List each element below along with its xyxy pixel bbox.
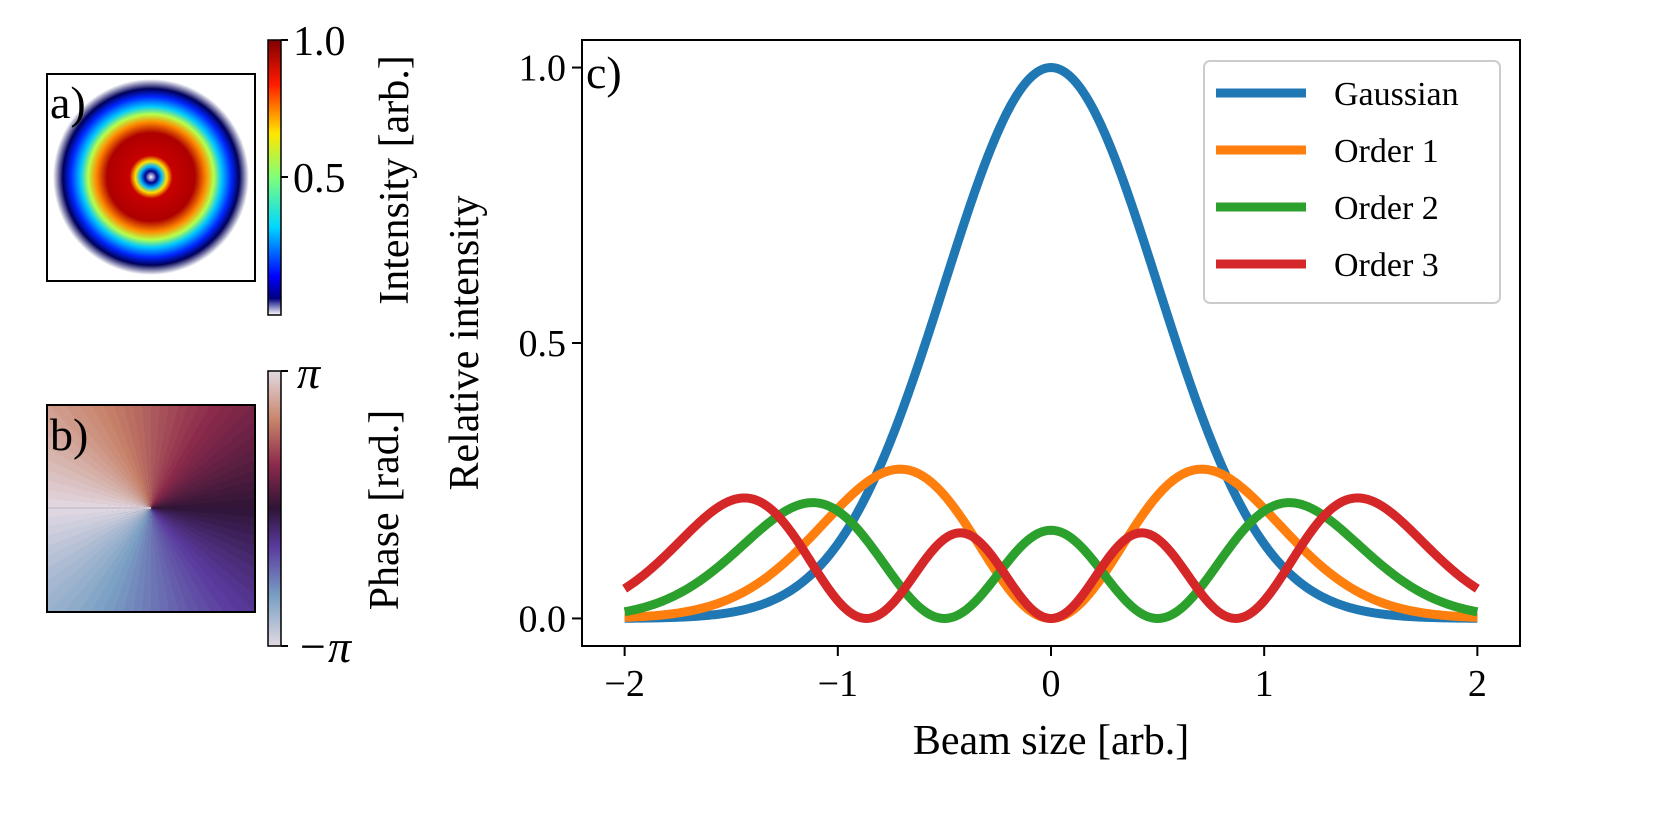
phase-colorbar: π −π Phase [rad.] — [267, 347, 408, 672]
phase-wedge — [151, 508, 255, 612]
phase-colorbar-tick-max: π — [297, 347, 322, 398]
phase-wedge — [151, 447, 255, 508]
phase-wedge — [64, 405, 151, 508]
phase-wedge — [47, 508, 151, 581]
phase-wedge — [151, 508, 170, 612]
phase-wedge — [47, 507, 151, 518]
intensity-colorbar-label: Intensity [arb.] — [372, 55, 418, 305]
phase-wedge — [151, 405, 255, 508]
x-axis-ticks: −2 −1 0 1 2 — [604, 646, 1487, 705]
phase-wedge — [151, 508, 200, 612]
phase-wedge — [78, 405, 151, 508]
series-lines — [622, 63, 1480, 623]
phase-wedge — [150, 508, 161, 612]
phase-wedge — [151, 508, 224, 612]
phase-wedge — [47, 405, 151, 508]
panel-label-a: a) — [50, 77, 86, 128]
phase-wedge — [151, 489, 255, 508]
x-axis-label: Beam size [arb.] — [913, 718, 1189, 764]
phase-wedge — [47, 508, 151, 612]
legend-label: Order 2 — [1334, 190, 1439, 227]
y-axis-label: Relative intensity — [442, 195, 488, 490]
intensity-ring — [53, 79, 249, 275]
phase-wedge — [151, 480, 255, 508]
line-chart: −2 −1 0 1 2 0.0 0.5 1.0 c) Beam size [arb.] Re… — [442, 39, 1521, 764]
phase-colorbar-label: Phase [rad.] — [362, 410, 408, 611]
phase-wedge — [123, 405, 151, 508]
phase-wedge — [151, 508, 239, 612]
phase-wedge — [47, 508, 151, 612]
phase-wedge — [151, 435, 255, 508]
phase-wedge — [47, 508, 151, 527]
series-line-order-3 — [622, 493, 1480, 623]
phase-wedge — [151, 508, 212, 612]
phase-wedge — [47, 508, 151, 569]
phase-wedge — [47, 508, 151, 546]
phase-wedge — [113, 405, 151, 508]
phase-wedge — [47, 508, 151, 557]
y-axis-ticks: 0.0 0.5 1.0 — [519, 48, 582, 640]
phase-wedge — [151, 459, 255, 508]
phase-wedge — [151, 420, 255, 508]
intensity-colorbar-tick-max: 1.0 — [293, 19, 346, 65]
phase-image-frame — [46, 404, 256, 613]
legend-frame — [1203, 60, 1501, 304]
panel-label-c: c) — [586, 47, 622, 98]
phase-colorbar-tick-min: −π — [297, 621, 353, 672]
intensity-image-panel: a) — [46, 73, 256, 282]
x-tick-label: 1 — [1255, 663, 1274, 705]
legend: Gaussian Order 1 Order 2 Order 3 — [1203, 60, 1501, 304]
x-tick-label: 0 — [1042, 663, 1061, 705]
series-line-order-1 — [622, 464, 1480, 623]
phase-wedge — [151, 470, 255, 508]
x-tick-label: 2 — [1468, 663, 1487, 705]
intensity-colorbar: 1.0 0.5 Intensity [arb.] — [267, 19, 418, 316]
phase-wedge — [132, 405, 151, 508]
legend-label: Gaussian — [1334, 76, 1459, 113]
phase-wedge — [47, 508, 151, 536]
phase-colorbar-gradient — [267, 370, 282, 647]
x-tick-label: −1 — [818, 663, 858, 705]
phase-wedge — [151, 498, 255, 509]
x-tick-label: −2 — [604, 663, 644, 705]
panel-label-b: b) — [50, 409, 88, 460]
legend-label: Order 3 — [1334, 247, 1439, 284]
legend-label: Order 1 — [1334, 133, 1439, 170]
phase-wedge — [102, 405, 151, 508]
phase-wedge — [48, 405, 151, 508]
y-tick-label: 0.5 — [519, 323, 567, 365]
phase-wedge — [141, 405, 152, 508]
phase-wedge — [151, 508, 189, 612]
intensity-colorbar-gradient — [267, 39, 282, 316]
intensity-image-frame — [46, 73, 256, 282]
phase-wedge — [151, 508, 255, 518]
phase-wedge — [91, 405, 151, 508]
series-line-order-2 — [622, 498, 1480, 623]
series-line-gaussian — [622, 63, 1480, 623]
y-tick-label: 0.0 — [519, 598, 567, 640]
phase-image-panel: b) — [46, 404, 256, 613]
intensity-colorbar-tick-mid: 0.5 — [293, 156, 346, 202]
phase-wedge — [47, 508, 151, 596]
y-tick-label: 1.0 — [519, 48, 567, 90]
